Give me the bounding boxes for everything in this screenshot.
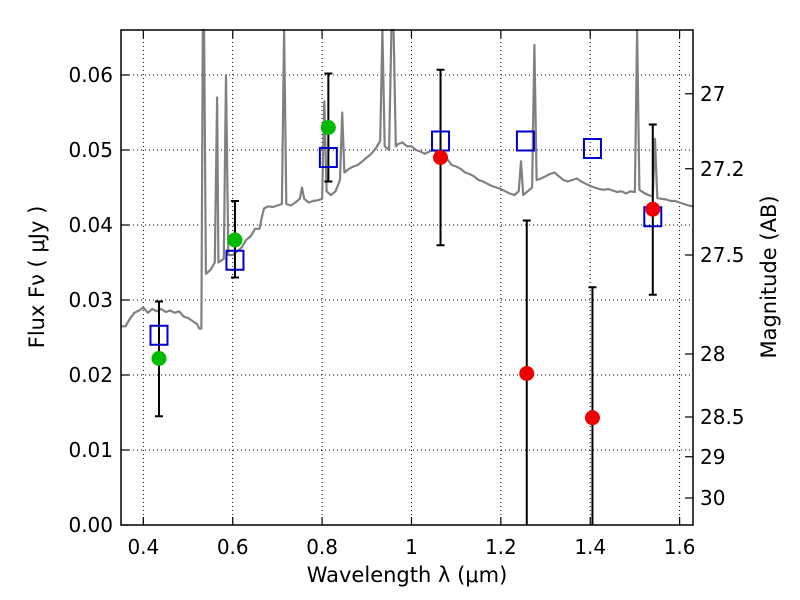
x-axis-title: Wavelength λ (μm) xyxy=(307,563,508,587)
plot-frame xyxy=(120,29,694,526)
spectrum-layer xyxy=(121,28,694,330)
red-circle-point xyxy=(519,366,535,381)
observed-points-layer xyxy=(151,120,661,426)
green-circle-point xyxy=(227,232,243,248)
model-square-point xyxy=(515,130,535,152)
y-axis-ticks: 0.00 0.01 0.02 0.03 0.04 0.05 0.06 xyxy=(68,63,129,537)
x-tick-label: 1.6 xyxy=(664,535,696,559)
model-square-point xyxy=(225,249,245,271)
spectrum-line xyxy=(121,28,694,330)
y2-tick-label: 27 xyxy=(700,82,725,106)
red-circle-point xyxy=(433,150,449,165)
y2-tick-label: 29 xyxy=(700,445,725,469)
model-square-point xyxy=(582,138,602,159)
y-axis-title: Flux Fν ( μJy ) xyxy=(25,206,49,349)
x-tick-label: 0.4 xyxy=(127,535,159,559)
x-tick-label: 1.2 xyxy=(485,535,517,559)
x-tick-label: 1.4 xyxy=(574,535,606,559)
green-circle-point xyxy=(151,351,167,366)
red-circle-point xyxy=(584,410,600,426)
y2-tick-label: 30 xyxy=(700,486,725,510)
green-circle-point xyxy=(320,120,336,135)
y-tick-label: 0.06 xyxy=(68,63,113,87)
x-tick-label: 1 xyxy=(405,535,418,559)
y-tick-label: 0.00 xyxy=(68,513,113,537)
y-tick-label: 0.05 xyxy=(68,138,113,162)
y2-tick-label: 28.5 xyxy=(700,405,745,429)
y-tick-label: 0.04 xyxy=(68,213,113,237)
model-square-point xyxy=(149,324,169,346)
x-tick-label: 0.8 xyxy=(306,535,338,559)
model-square-point xyxy=(318,147,338,168)
y-tick-label: 0.01 xyxy=(68,438,113,462)
x-axis-ticks: 0.4 0.6 0.8 1 1.2 1.4 1.6 xyxy=(127,30,696,559)
x-tick-label: 0.6 xyxy=(217,535,249,559)
errorbar-layer xyxy=(154,68,657,525)
y-tick-label: 0.02 xyxy=(68,363,113,387)
y2-tick-label: 27.5 xyxy=(700,243,745,267)
grid xyxy=(121,30,693,526)
y2-tick-label: 27.2 xyxy=(700,157,745,181)
red-circle-point xyxy=(645,201,661,217)
y2-axis-ticks: 27 27.2 27.5 28 28.5 29 30 xyxy=(685,82,745,510)
y2-tick-label: 28 xyxy=(700,342,725,366)
y2-axis-title: Magnitude (AB) xyxy=(757,195,781,358)
y-tick-label: 0.03 xyxy=(68,288,113,312)
